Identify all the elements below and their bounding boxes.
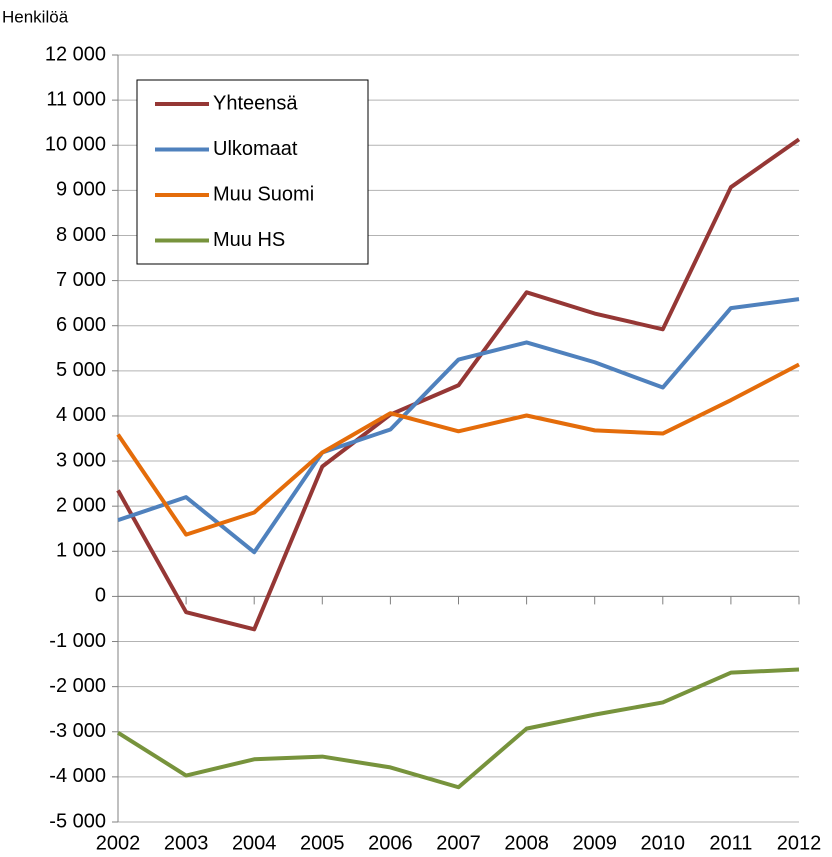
x-tick-label: 2002 bbox=[96, 832, 141, 854]
legend-label: Muu Suomi bbox=[213, 183, 314, 205]
y-tick-label: -2 000 bbox=[49, 675, 106, 697]
y-tick-label: -3 000 bbox=[49, 720, 106, 742]
line-series bbox=[116, 362, 800, 537]
legend-label: Yhteensä bbox=[213, 92, 298, 114]
y-tick-label: 2 000 bbox=[56, 494, 106, 516]
x-tick-label: 2005 bbox=[300, 832, 345, 854]
x-tick-label: 2003 bbox=[164, 832, 209, 854]
legend-box bbox=[136, 79, 369, 265]
y-tick-label: 6 000 bbox=[56, 314, 106, 336]
y-tick-label: 8 000 bbox=[56, 224, 106, 246]
line-series bbox=[116, 137, 801, 632]
y-tick-label: -5 000 bbox=[49, 810, 106, 832]
x-tick-label: 2011 bbox=[709, 832, 752, 854]
y-tick-label: 4 000 bbox=[56, 404, 106, 426]
y-tick-label: 1 000 bbox=[56, 540, 106, 562]
x-tick-label: 2007 bbox=[436, 832, 481, 854]
legend-label: Ulkomaat bbox=[213, 138, 298, 160]
y-tick-label: -1 000 bbox=[49, 630, 106, 652]
y-tick-label: 0 bbox=[95, 585, 106, 607]
y-tick-label: -4 000 bbox=[49, 765, 106, 787]
y-tick-label: 10 000 bbox=[45, 134, 106, 156]
x-tick-label: 2009 bbox=[572, 832, 617, 854]
line-series bbox=[117, 297, 800, 555]
x-tick-label: 2010 bbox=[641, 832, 686, 854]
x-tick-label: 2004 bbox=[232, 832, 277, 854]
y-tick-label: 11 000 bbox=[46, 88, 106, 110]
line-series bbox=[116, 667, 800, 790]
y-axis-label: Henkilöä bbox=[2, 7, 69, 26]
y-tick-label: 7 000 bbox=[56, 269, 106, 291]
y-tick-label: 3 000 bbox=[56, 449, 106, 471]
x-tick-label: 2006 bbox=[368, 832, 413, 854]
y-tick-label: 9 000 bbox=[56, 179, 106, 201]
y-tick-label: 5 000 bbox=[56, 359, 106, 381]
legend-label: Muu HS bbox=[213, 229, 285, 251]
x-tick-label: 2008 bbox=[504, 832, 549, 854]
x-tick-label: 2012 bbox=[777, 832, 822, 854]
y-tick-label: 12 000 bbox=[45, 43, 106, 65]
